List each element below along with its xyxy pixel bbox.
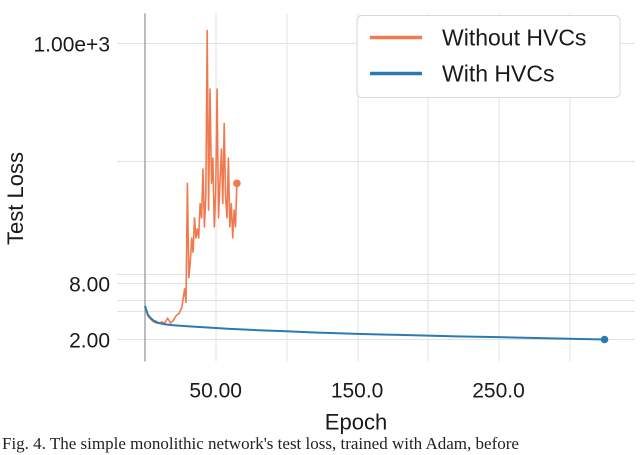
x-tick-label: 150.0	[331, 380, 384, 403]
series-layer	[144, 29, 609, 344]
y-tick-label: 1.00e+3	[34, 34, 111, 57]
series-line-with-hvcs	[144, 305, 605, 341]
series-end-point-with-hvcs	[600, 335, 609, 344]
y-axis-label: Test Loss	[3, 152, 28, 245]
series-end-point-without-hvcs	[233, 179, 241, 188]
series-line-without-hvcs	[144, 29, 238, 324]
x-axis-label: Epoch	[325, 410, 387, 435]
tick-labels: 50.00 150.0 250.0 2.00 8.00 1.00e+3	[34, 34, 525, 403]
legend: Without HVCs With HVCs	[356, 15, 621, 98]
x-tick-label: 50.00	[189, 380, 242, 403]
figure-caption: Fig. 4. The simple monolithic network's …	[2, 434, 519, 453]
x-tick-label: 250.0	[472, 380, 525, 403]
legend-label-with-hvcs: With HVCs	[442, 61, 554, 87]
y-tick-label: 2.00	[69, 330, 110, 353]
grid	[117, 13, 635, 362]
y-tick-label: 8.00	[69, 274, 110, 297]
legend-label-without-hvcs: Without HVCs	[442, 25, 586, 51]
legend-box	[356, 15, 621, 98]
